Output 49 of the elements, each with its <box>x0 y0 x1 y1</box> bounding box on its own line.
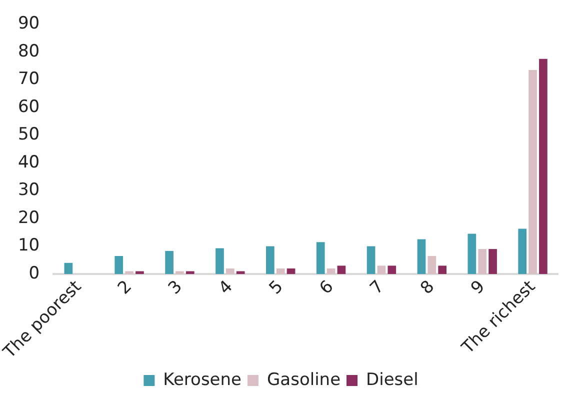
y-tick-label: 30 <box>18 180 40 200</box>
bar <box>528 70 537 274</box>
bar <box>64 262 73 274</box>
legend-label: Kerosene <box>163 370 242 390</box>
x-tick-label: 9 <box>467 276 490 299</box>
bar <box>326 268 336 274</box>
bar <box>276 268 285 274</box>
y-tick-label: 90 <box>18 14 40 34</box>
bar <box>286 268 296 274</box>
y-tick-label: 80 <box>18 41 40 62</box>
y-tick-label: 50 <box>18 124 40 145</box>
x-tick-label: 4 <box>215 276 237 299</box>
bar <box>377 266 386 274</box>
bar <box>236 271 245 274</box>
y-tick-label: 10 <box>18 236 40 256</box>
bar <box>316 242 325 274</box>
bar <box>417 239 426 274</box>
bar <box>428 256 436 274</box>
bar <box>266 246 274 274</box>
x-tick-label: 2 <box>114 276 136 299</box>
x-tick-label: 8 <box>416 276 439 299</box>
bar <box>518 228 527 274</box>
bar <box>176 271 184 274</box>
bar <box>478 249 487 274</box>
y-tick-label: 60 <box>18 96 40 117</box>
bar <box>488 249 497 274</box>
x-tick-label: 6 <box>316 276 338 299</box>
bar <box>114 256 124 274</box>
bar <box>438 266 446 274</box>
bar <box>186 271 194 274</box>
bar <box>539 58 548 274</box>
x-tick-label: 7 <box>366 276 388 299</box>
bar <box>337 266 346 274</box>
bar <box>226 268 234 274</box>
y-tick-label: 70 <box>18 69 40 90</box>
bar <box>125 271 134 274</box>
legend-label: Diesel <box>366 370 418 390</box>
y-tick-label: 20 <box>18 208 40 228</box>
bar <box>366 246 376 274</box>
x-tick-label: 3 <box>164 276 186 299</box>
legend-label: Gasoline <box>266 370 341 390</box>
bar <box>216 248 224 274</box>
x-tick-label: 5 <box>265 276 288 299</box>
bar <box>165 250 174 274</box>
y-tick-label: 0 <box>28 263 40 284</box>
y-tick-label: 40 <box>18 152 40 172</box>
bar <box>136 271 144 274</box>
bar <box>388 266 396 274</box>
bar <box>468 234 476 274</box>
